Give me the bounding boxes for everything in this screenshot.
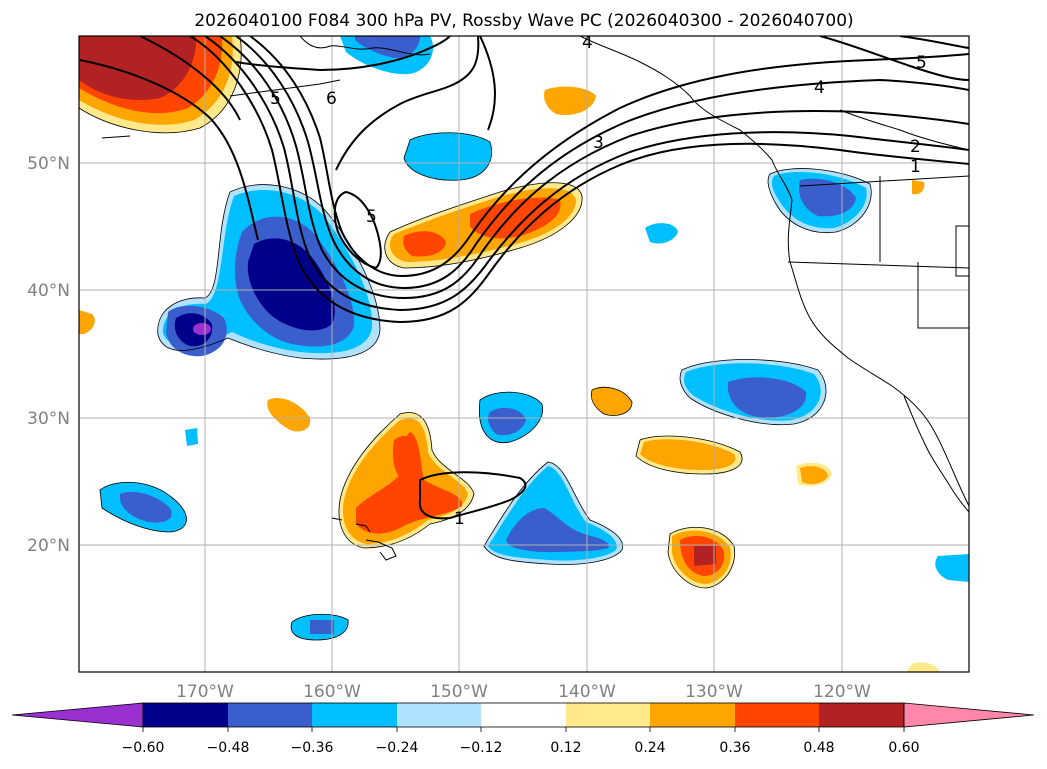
coastlines [101, 36, 969, 561]
colorbar-tick-label: 0.36 [719, 740, 750, 756]
contour-label: 1 [910, 157, 921, 177]
anomaly-small-features [79, 168, 969, 672]
lon-label: 150°W [430, 682, 488, 702]
colorbar: −0.60 −0.48 −0.36 −0.24 −0.12 0.12 0.24 … [11, 702, 1035, 756]
colorbar-tick-label: −0.60 [122, 740, 165, 756]
colorbar-segment [650, 703, 735, 727]
lon-label: 130°W [685, 682, 743, 702]
colorbar-extend-high [903, 702, 1035, 728]
figure-title: 2026040100 F084 300 hPa PV, Rossby Wave … [194, 11, 853, 31]
colorbar-tick-label: 0.24 [634, 740, 665, 756]
lat-label: 30°N [27, 409, 70, 429]
rossby-wave-contours [79, 36, 969, 520]
colorbar-segment [143, 703, 228, 727]
colorbar-segment [228, 703, 312, 727]
colorbar-segment [819, 703, 904, 727]
lon-label: 160°W [303, 682, 361, 702]
anomaly-negative-south-center [484, 462, 623, 565]
anomaly-positive-northwest [79, 36, 242, 133]
colorbar-segment [397, 703, 481, 727]
colorbar-tick-label: −0.48 [207, 740, 250, 756]
colorbar-extend-low [11, 702, 144, 728]
contour-label: 4 [814, 78, 825, 98]
contour-label-group: 5 6 5 4 3 2 1 5 4 1 [270, 33, 927, 529]
contour-label: 2 [910, 137, 921, 157]
anomaly-negative-west [157, 184, 380, 360]
contour-label: 1 [454, 509, 465, 529]
colorbar-tick-label: 0.60 [888, 740, 919, 756]
contour-label: 6 [326, 89, 337, 109]
colorbar-segment [481, 703, 566, 727]
lon-label: 170°W [176, 682, 234, 702]
colorbar-tick-label: −0.24 [376, 740, 419, 756]
colorbar-tick-label: 0.12 [550, 740, 581, 756]
contour-label: 5 [270, 89, 281, 109]
colorbar-tick-label: −0.36 [291, 740, 334, 756]
anomaly-outlines [79, 36, 872, 641]
anomaly-positive-south [339, 412, 474, 548]
colorbar-segment [735, 703, 819, 727]
longitude-labels: 170°W 160°W 150°W 140°W 130°W 120°W [176, 682, 871, 702]
lon-label: 120°W [813, 682, 871, 702]
lat-label: 20°N [27, 536, 70, 556]
colorbar-segment [566, 703, 650, 727]
contour-label: 5 [366, 207, 377, 227]
colorbar-segment [312, 703, 397, 727]
colorbar-tick-label: 0.48 [803, 740, 834, 756]
lon-label: 140°W [558, 682, 616, 702]
map-area: 5 6 5 4 3 2 1 5 4 1 [79, 33, 969, 672]
contour-label: 5 [916, 53, 927, 73]
lat-label: 40°N [27, 281, 70, 301]
map-frame [78, 35, 970, 673]
contour-label: 3 [593, 133, 604, 153]
lat-label: 50°N [27, 154, 70, 174]
colorbar-tick-label: −0.12 [460, 740, 503, 756]
latitude-labels: 50°N 40°N 30°N 20°N [27, 154, 70, 556]
contour-label: 4 [582, 33, 593, 53]
